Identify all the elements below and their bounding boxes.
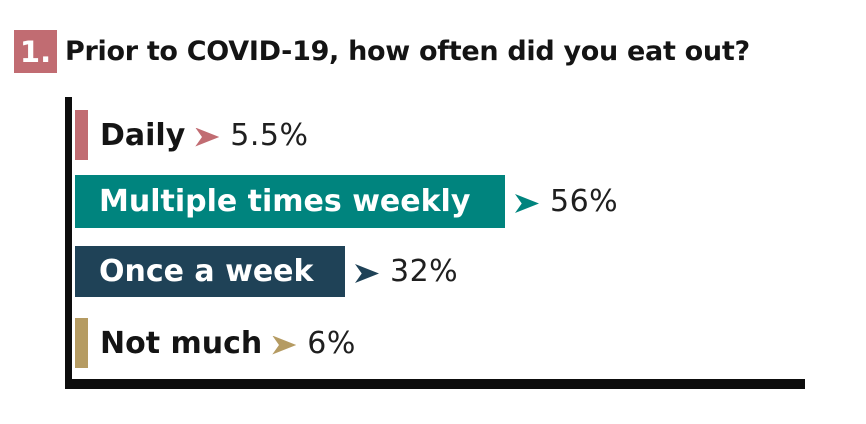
bar-label: Daily bbox=[100, 117, 186, 153]
bar-value: 56% bbox=[550, 184, 619, 219]
x-axis-line bbox=[65, 379, 805, 389]
bar-label: Not much bbox=[100, 325, 263, 361]
bar-value: 5.5% bbox=[230, 117, 309, 153]
bar-value: 6% bbox=[307, 325, 356, 361]
arrow-icon bbox=[195, 127, 220, 147]
arrow-icon bbox=[515, 194, 539, 213]
bar: Multiple times weekly bbox=[75, 175, 505, 228]
bar-row: Not much 6% bbox=[75, 318, 356, 368]
question-number-badge: 1. bbox=[14, 30, 57, 73]
bar-label: Multiple times weekly bbox=[99, 184, 471, 219]
bar-row: Once a week 32% bbox=[75, 246, 458, 297]
page-title: Prior to COVID-19, how often did you eat… bbox=[65, 36, 750, 67]
bar-value: 32% bbox=[390, 254, 459, 289]
arrow-icon bbox=[355, 264, 379, 283]
y-axis-line bbox=[65, 97, 72, 389]
bar-row: Multiple times weekly 56% bbox=[75, 175, 618, 228]
bar bbox=[75, 318, 88, 368]
bar: Once a week bbox=[75, 246, 345, 297]
bar-label: Once a week bbox=[99, 254, 314, 289]
bar-row: Daily 5.5% bbox=[75, 110, 309, 160]
arrow-icon bbox=[272, 335, 297, 355]
bar bbox=[75, 110, 88, 160]
